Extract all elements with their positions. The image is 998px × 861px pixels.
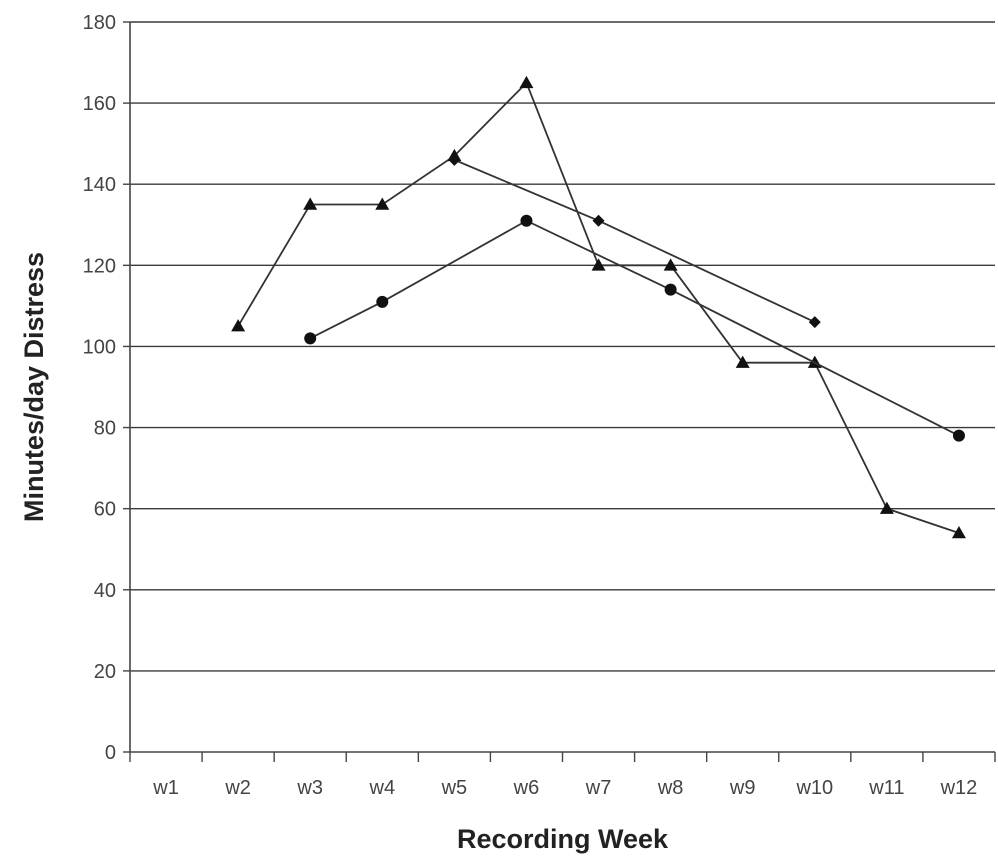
y-tick-label: 80 [94,418,116,440]
data-point-circle [376,295,389,308]
data-point-diamond [448,153,461,166]
data-point-circle [304,332,317,345]
data-point-triangle [735,355,750,368]
y-tick-label: 140 [83,174,116,196]
data-point-triangle [663,258,678,271]
x-tick-label: w6 [513,777,540,799]
data-point-triangle [303,197,318,210]
x-axis-ticks: w1 w2 w3 w4 w5 w6 w7 w8 w9 w10 w11 w12 [129,752,996,799]
x-tick-label: w10 [795,777,833,799]
x-tick-label: w4 [369,777,396,799]
y-tick-label: 60 [94,499,116,521]
x-tick-label: w2 [224,777,251,799]
y-axis-ticks: 0 20 40 60 80 100 120 140 160 180 [83,12,130,764]
gridlines [130,21,995,672]
y-tick-label: 20 [94,661,116,683]
series-3 [448,153,821,329]
y-tick-label: 40 [94,580,116,602]
data-point-triangle [231,319,246,332]
data-point-triangle [519,75,534,89]
series-line [309,219,960,437]
y-tick-label: 160 [83,93,116,115]
data-point-triangle [375,197,390,210]
x-axis-title: Recording Week [457,824,669,854]
series-layer [231,75,966,539]
data-point-circle [664,283,677,296]
x-tick-label: w7 [585,777,612,799]
y-tick-label: 180 [83,12,116,34]
y-tick-label: 100 [83,336,116,358]
data-point-diamond [592,214,605,227]
series-line [237,81,960,534]
data-point-triangle [591,258,606,271]
x-tick-label: w1 [152,777,179,799]
series-1 [231,75,966,539]
data-point-circle [520,214,533,227]
x-tick-label: w12 [940,777,978,799]
series-2 [304,214,965,442]
x-tick-label: w3 [296,777,323,799]
y-tick-label: 120 [83,255,116,277]
y-axis-title: Minutes/day Distress [19,252,49,522]
data-point-diamond [808,316,821,329]
data-point-triangle [951,526,966,539]
y-tick-label: 0 [105,742,116,764]
x-tick-label: w5 [441,777,468,799]
x-tick-label: w11 [868,777,904,799]
x-tick-label: w9 [729,777,756,799]
axes [129,22,995,753]
x-tick-label: w8 [657,777,684,799]
data-point-triangle [879,501,894,514]
data-point-circle [952,429,965,442]
